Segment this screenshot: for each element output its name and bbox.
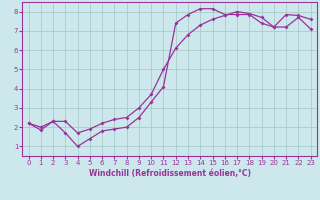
X-axis label: Windchill (Refroidissement éolien,°C): Windchill (Refroidissement éolien,°C): [89, 169, 251, 178]
